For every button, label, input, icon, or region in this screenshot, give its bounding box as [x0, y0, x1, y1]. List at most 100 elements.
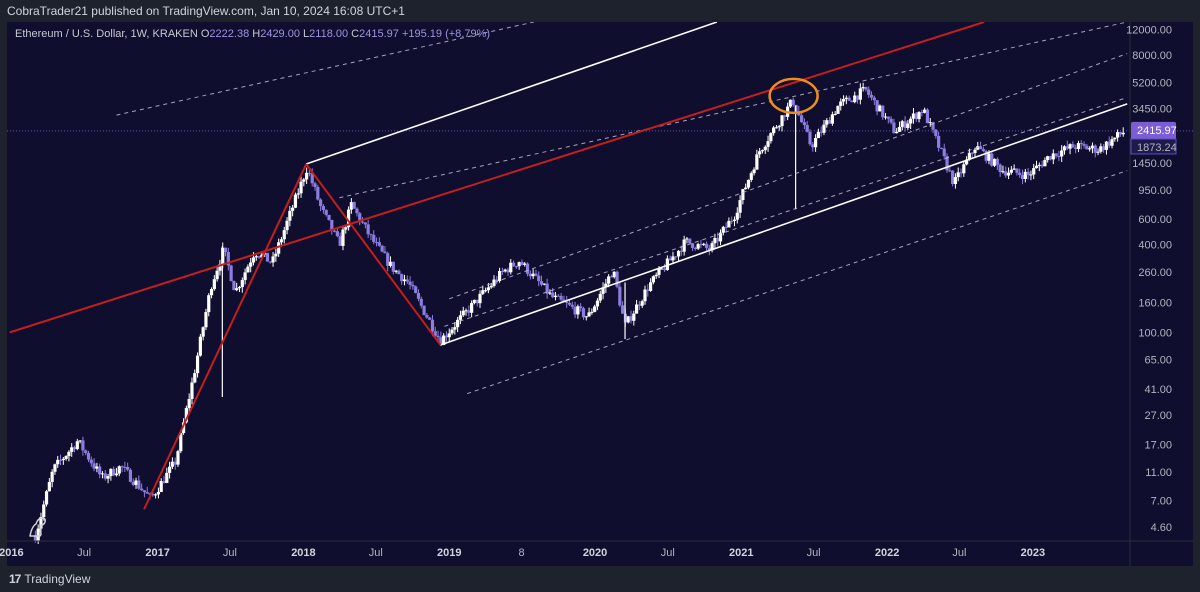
candle-body	[637, 304, 642, 306]
candle-body	[833, 113, 837, 115]
candle-body	[959, 172, 963, 174]
candle-body	[327, 214, 331, 220]
candle-body	[528, 273, 532, 277]
candle-body	[609, 276, 614, 278]
candle-body	[850, 100, 854, 103]
candle-body	[760, 150, 765, 152]
candle-body	[237, 287, 242, 289]
candle-body	[646, 289, 650, 291]
candle-body	[867, 89, 871, 95]
candle-body	[380, 245, 384, 252]
candle-body	[100, 473, 105, 475]
candle-body	[626, 316, 630, 323]
candle-body	[539, 281, 544, 285]
candle-body	[713, 237, 717, 244]
candle-body	[612, 271, 616, 278]
candle-body	[1121, 132, 1125, 135]
candle-body	[53, 464, 57, 472]
candle-body	[738, 200, 742, 213]
candle-body	[75, 441, 79, 450]
candle-body	[819, 131, 823, 133]
candle-body	[934, 129, 938, 136]
candle-body	[265, 252, 270, 262]
candle-body	[604, 283, 608, 288]
y-tick-label: 160.00	[1138, 298, 1172, 310]
candle-body	[1012, 168, 1016, 170]
candle-body	[651, 276, 655, 283]
candle-body	[81, 440, 85, 451]
candle-body	[1079, 142, 1083, 144]
candle-body	[671, 256, 675, 261]
candle-body	[1043, 160, 1047, 167]
candle-body	[565, 301, 569, 303]
dashed-channel-line	[339, 22, 1128, 199]
candle-body	[302, 179, 306, 182]
candle-body	[363, 222, 367, 225]
candle-body	[419, 298, 423, 306]
candle-body	[1068, 144, 1072, 149]
candle-body	[777, 126, 781, 128]
candle-body	[282, 230, 286, 240]
candle-body	[181, 422, 186, 433]
candle-body	[226, 251, 230, 266]
candle-body	[47, 481, 51, 492]
candle-body	[707, 247, 711, 251]
candle-body	[774, 127, 779, 129]
candle-body	[285, 220, 289, 231]
candle-body	[246, 266, 250, 273]
x-tick-label: Jul	[77, 547, 91, 559]
publish-line: CobraTrader21 published on TradingView.c…	[0, 0, 1200, 22]
candle-body	[881, 105, 885, 118]
drawings-layer	[9, 22, 1128, 510]
candle-body	[621, 305, 625, 314]
candle-body	[553, 295, 558, 298]
candle-body	[648, 282, 653, 291]
candle-body	[1029, 174, 1033, 176]
candle-body	[274, 253, 278, 257]
candle-body	[1054, 153, 1058, 157]
candle-body	[305, 172, 309, 180]
candle-body	[190, 382, 194, 399]
candle-body	[914, 113, 918, 120]
candle-body	[140, 488, 144, 491]
candle-body	[464, 310, 468, 312]
candle-body	[39, 517, 43, 529]
open-label: O	[200, 28, 210, 40]
candle-body	[145, 492, 149, 494]
y-tick-label: 260.00	[1138, 267, 1172, 279]
candle-body	[235, 288, 239, 291]
candle-body	[330, 219, 334, 231]
candle-body	[1102, 146, 1106, 150]
candle-body	[411, 284, 415, 287]
x-tick-label: 2020	[583, 547, 607, 559]
candle-body	[70, 447, 74, 452]
candle-body	[724, 226, 728, 228]
candle-body	[730, 220, 734, 222]
candle-body	[836, 105, 840, 114]
y-tick-label: 41.00	[1144, 384, 1172, 396]
candle-body	[1006, 172, 1011, 176]
tradingview-logo[interactable]: 17 TradingView	[9, 572, 90, 586]
candle-body	[1082, 143, 1086, 146]
candle-body	[313, 183, 317, 188]
candle-body	[525, 263, 530, 274]
candle-body	[33, 536, 37, 542]
candle-body	[151, 493, 155, 496]
candle-body	[514, 266, 518, 268]
misc-layer	[29, 517, 46, 537]
candle-body	[56, 459, 60, 465]
candle-body	[520, 262, 524, 265]
candle-body	[939, 147, 944, 149]
candle-body	[209, 289, 214, 296]
candle-body	[453, 327, 457, 330]
candle-body	[416, 293, 421, 299]
candle-body	[201, 327, 205, 337]
candle-body	[811, 144, 815, 148]
candle-body	[344, 227, 348, 230]
candle-body	[425, 314, 429, 318]
candle-body	[433, 331, 437, 336]
candle-body	[1076, 142, 1081, 149]
candle-body	[128, 469, 133, 482]
footer-bar	[0, 566, 1200, 592]
